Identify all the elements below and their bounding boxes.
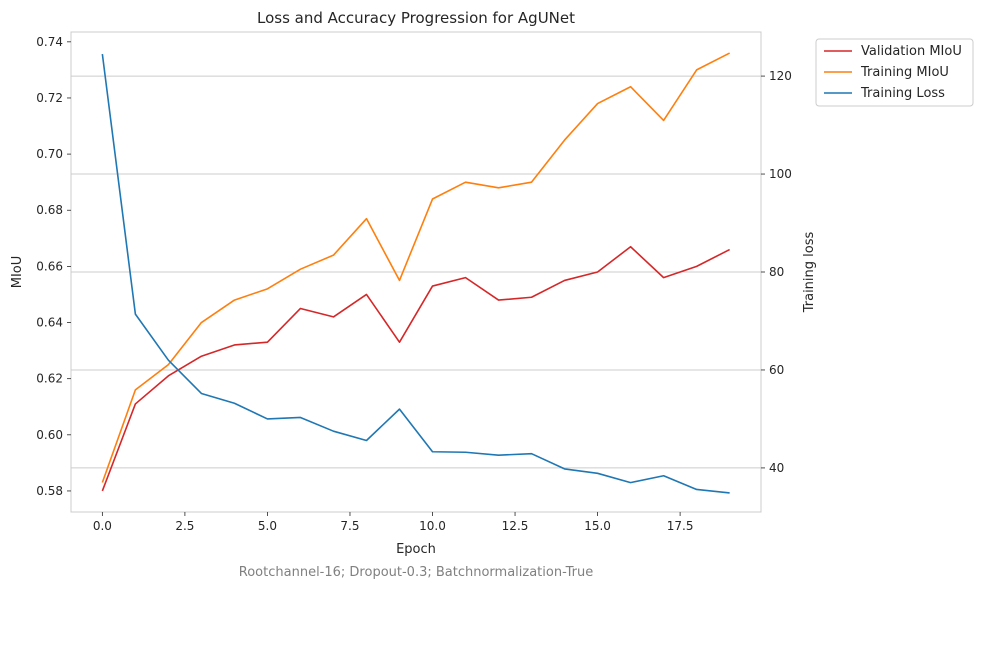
y2-tick-label: 40	[769, 461, 784, 475]
series-lines	[101, 52, 731, 494]
x-axis-label: Epoch	[396, 542, 436, 557]
x-tick-label: 0.0	[93, 519, 112, 533]
legend-box	[815, 38, 974, 107]
y2-tick-label: 120	[769, 69, 792, 83]
chart-caption: Rootchannel-16; Dropout-0.3; Batchnormal…	[239, 565, 593, 580]
y2-tick-label: 60	[769, 363, 784, 377]
x-tick-label: 2.5	[175, 519, 194, 533]
y-tick-label: 0.58	[36, 484, 63, 498]
y2-axis-ticks: 40 60 80 100 120	[761, 69, 792, 475]
legend-label: Training MIoU	[860, 65, 949, 80]
series-line-training-loss	[101, 53, 730, 494]
chart-title: Loss and Accuracy Progression for AgUNet	[257, 9, 575, 27]
legend: Validation MIoU Training MIoU Training Los…	[815, 38, 974, 107]
y-axis-ticks: 0.58 0.60 0.62 0.64 0.66 0.68 0.70 0.72 0.74	[36, 35, 71, 498]
y-tick-label: 0.64	[36, 316, 63, 330]
y2-tick-label: 80	[769, 265, 784, 279]
legend-label: Training Loss	[860, 86, 945, 101]
x-tick-label: 17.5	[667, 519, 694, 533]
y-tick-label: 0.62	[36, 372, 63, 386]
grid	[71, 75, 761, 469]
x-tick-label: 15.0	[584, 519, 611, 533]
x-tick-label: 7.5	[340, 519, 359, 533]
x-tick-label: 12.5	[502, 519, 529, 533]
series-line-validation-miou	[101, 245, 731, 492]
y-axis-label: MIoU	[10, 256, 25, 289]
y-tick-label: 0.68	[36, 203, 63, 217]
x-tick-label: 5.0	[258, 519, 277, 533]
y2-axis-label: Training loss	[802, 232, 817, 314]
legend-label: Validation MIoU	[861, 44, 962, 59]
x-axis-ticks: 0.0 2.5 5.0 7.5 10.0 12.5 15.0 17.5	[93, 512, 694, 533]
x-tick-label: 10.0	[419, 519, 446, 533]
y2-tick-label: 100	[769, 167, 792, 181]
y-tick-label: 0.66	[36, 259, 63, 273]
y-tick-label: 0.60	[36, 428, 63, 442]
y-tick-label: 0.74	[36, 35, 63, 49]
series-line-training-miou	[101, 52, 731, 483]
y-tick-label: 0.70	[36, 147, 63, 161]
y-tick-label: 0.72	[36, 91, 63, 105]
